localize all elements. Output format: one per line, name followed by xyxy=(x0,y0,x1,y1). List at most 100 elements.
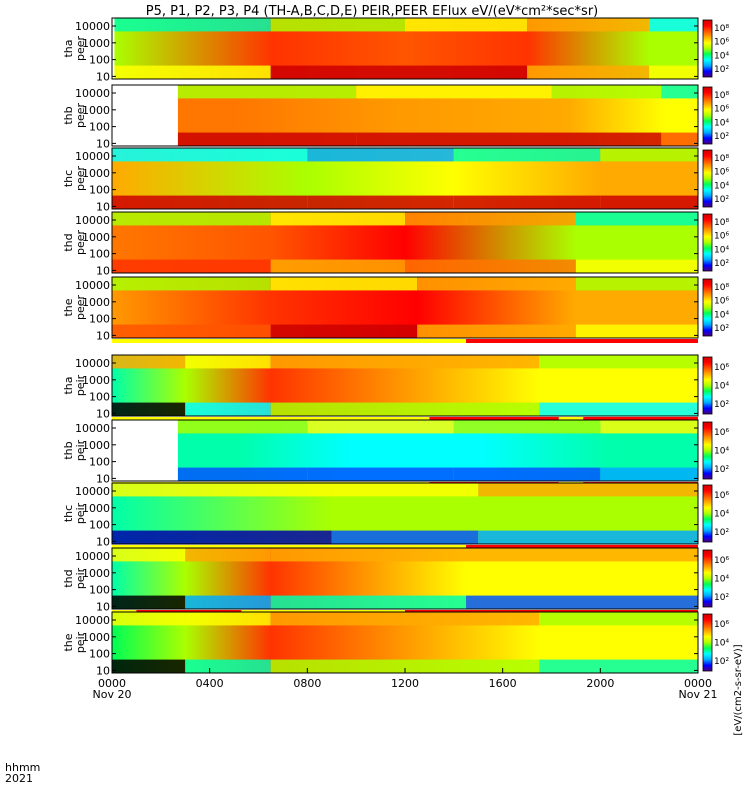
y-tick-label: 10000 xyxy=(75,150,110,163)
y-tick-label: 1000 xyxy=(82,104,110,117)
panel-label-product: peer xyxy=(74,295,87,321)
y-tick-label: 1000 xyxy=(82,567,110,580)
y-tick-label: 10 xyxy=(96,535,110,548)
high-energy-band xyxy=(112,548,186,562)
y-tick-label: 1000 xyxy=(82,296,110,309)
colorbar-tick-label: 10² xyxy=(714,132,729,142)
high-energy-band xyxy=(527,18,650,32)
time-axis-row-label-1: hhmm xyxy=(5,761,40,774)
low-energy-band xyxy=(270,324,418,338)
low-energy-band xyxy=(539,402,698,416)
low-energy-band xyxy=(270,659,540,673)
colorbar-tick-label: 10⁶ xyxy=(714,168,729,178)
y-tick-label: 10000 xyxy=(75,357,110,370)
x-tick-label: 0000 xyxy=(98,677,126,690)
colorbar-tick-label: 10⁸ xyxy=(714,91,729,101)
high-energy-band xyxy=(112,355,186,369)
x-tick-label: 1200 xyxy=(391,677,419,690)
panel-label-probe: the xyxy=(62,633,75,651)
colorbar-tick-label: 10⁴ xyxy=(714,639,729,649)
high-energy-band xyxy=(405,18,528,32)
colorbar-tick-label: 10² xyxy=(714,657,729,667)
x-tick-label: 0000 xyxy=(684,677,712,690)
high-energy-band xyxy=(453,148,601,162)
panel-label-probe: thb xyxy=(62,441,75,459)
low-energy-band xyxy=(270,259,405,273)
colorbar-tick-label: 10² xyxy=(714,400,729,410)
colorbar-tick-label: 10⁴ xyxy=(714,310,729,320)
low-energy-band xyxy=(112,530,332,544)
panel-label-probe: thb xyxy=(62,106,75,124)
low-energy-band xyxy=(112,402,186,416)
panel-label-product: peer xyxy=(74,230,87,256)
colorbar-tick-label: 10⁴ xyxy=(714,245,729,255)
high-energy-band xyxy=(356,85,552,99)
x-tick-label: 0800 xyxy=(293,677,321,690)
colorbar xyxy=(702,278,713,337)
panel-label-probe: thd xyxy=(62,233,75,251)
y-tick-label: 100 xyxy=(89,648,110,661)
x-tick-label: 1600 xyxy=(489,677,517,690)
low-energy-band xyxy=(307,467,454,481)
high-energy-band xyxy=(112,212,271,226)
high-energy-band xyxy=(185,355,271,369)
x-date-label: Nov 21 xyxy=(679,688,718,701)
colorbar-tick-label: 10² xyxy=(714,195,729,205)
high-energy-band xyxy=(307,148,454,162)
colorbar-tick-label: 10⁸ xyxy=(714,24,729,34)
panel-frame xyxy=(111,276,699,339)
panel-frame xyxy=(111,147,699,210)
high-energy-band xyxy=(112,483,332,497)
high-energy-band xyxy=(661,85,698,99)
colorbar-tick-label: 10⁴ xyxy=(714,51,729,61)
low-energy-band xyxy=(575,259,698,273)
low-energy-band xyxy=(177,132,357,146)
low-energy-band xyxy=(112,259,271,273)
colorbar-tick-label: 10⁶ xyxy=(714,491,729,501)
time-axis: hhmm 2021 0000 0400 0800 1200 1600 2000 0000No… xyxy=(5,668,717,785)
high-energy-band xyxy=(112,277,271,291)
panel-label-probe: tha xyxy=(62,376,75,394)
panel-label-product: peir xyxy=(74,374,87,396)
colorbar xyxy=(702,86,713,145)
colorbar-tick-label: 10⁶ xyxy=(714,620,729,630)
high-energy-band xyxy=(600,420,698,434)
panel-label-product: peir xyxy=(74,439,87,461)
y-tick-label: 100 xyxy=(89,313,110,326)
y-tick-label: 10000 xyxy=(75,87,110,100)
status-bar-segment xyxy=(112,339,467,343)
high-energy-band xyxy=(417,277,576,291)
colorbar xyxy=(702,549,713,608)
x-date-label: Nov 20 xyxy=(93,688,132,701)
y-tick-label: 10 xyxy=(96,472,110,485)
status-bar-segment xyxy=(558,417,584,421)
colorbar-tick-label: 10² xyxy=(714,259,729,269)
colorbar xyxy=(702,421,713,480)
high-energy-band xyxy=(539,612,698,626)
low-energy-band xyxy=(453,467,601,481)
colorbar-tick-label: 10⁴ xyxy=(714,510,729,520)
high-energy-band xyxy=(177,85,357,99)
y-tick-label: 10000 xyxy=(75,279,110,292)
high-energy-band xyxy=(575,277,698,291)
colorbar-tick-label: 10⁶ xyxy=(714,297,729,307)
panel-label-probe: the xyxy=(62,298,75,316)
colorbar-tick-label: 10⁴ xyxy=(714,382,729,392)
high-energy-band xyxy=(112,612,186,626)
y-tick-label: 10000 xyxy=(75,214,110,227)
y-tick-label: 10 xyxy=(96,600,110,613)
panel-label-product: peer xyxy=(74,166,87,192)
panel-label-probe: thc xyxy=(62,505,75,522)
low-energy-band xyxy=(417,324,576,338)
low-energy-band xyxy=(661,132,698,146)
low-energy-band xyxy=(575,324,698,338)
panel-frame xyxy=(111,84,699,147)
x-tick-label: 0400 xyxy=(196,677,224,690)
high-energy-band xyxy=(114,18,271,32)
